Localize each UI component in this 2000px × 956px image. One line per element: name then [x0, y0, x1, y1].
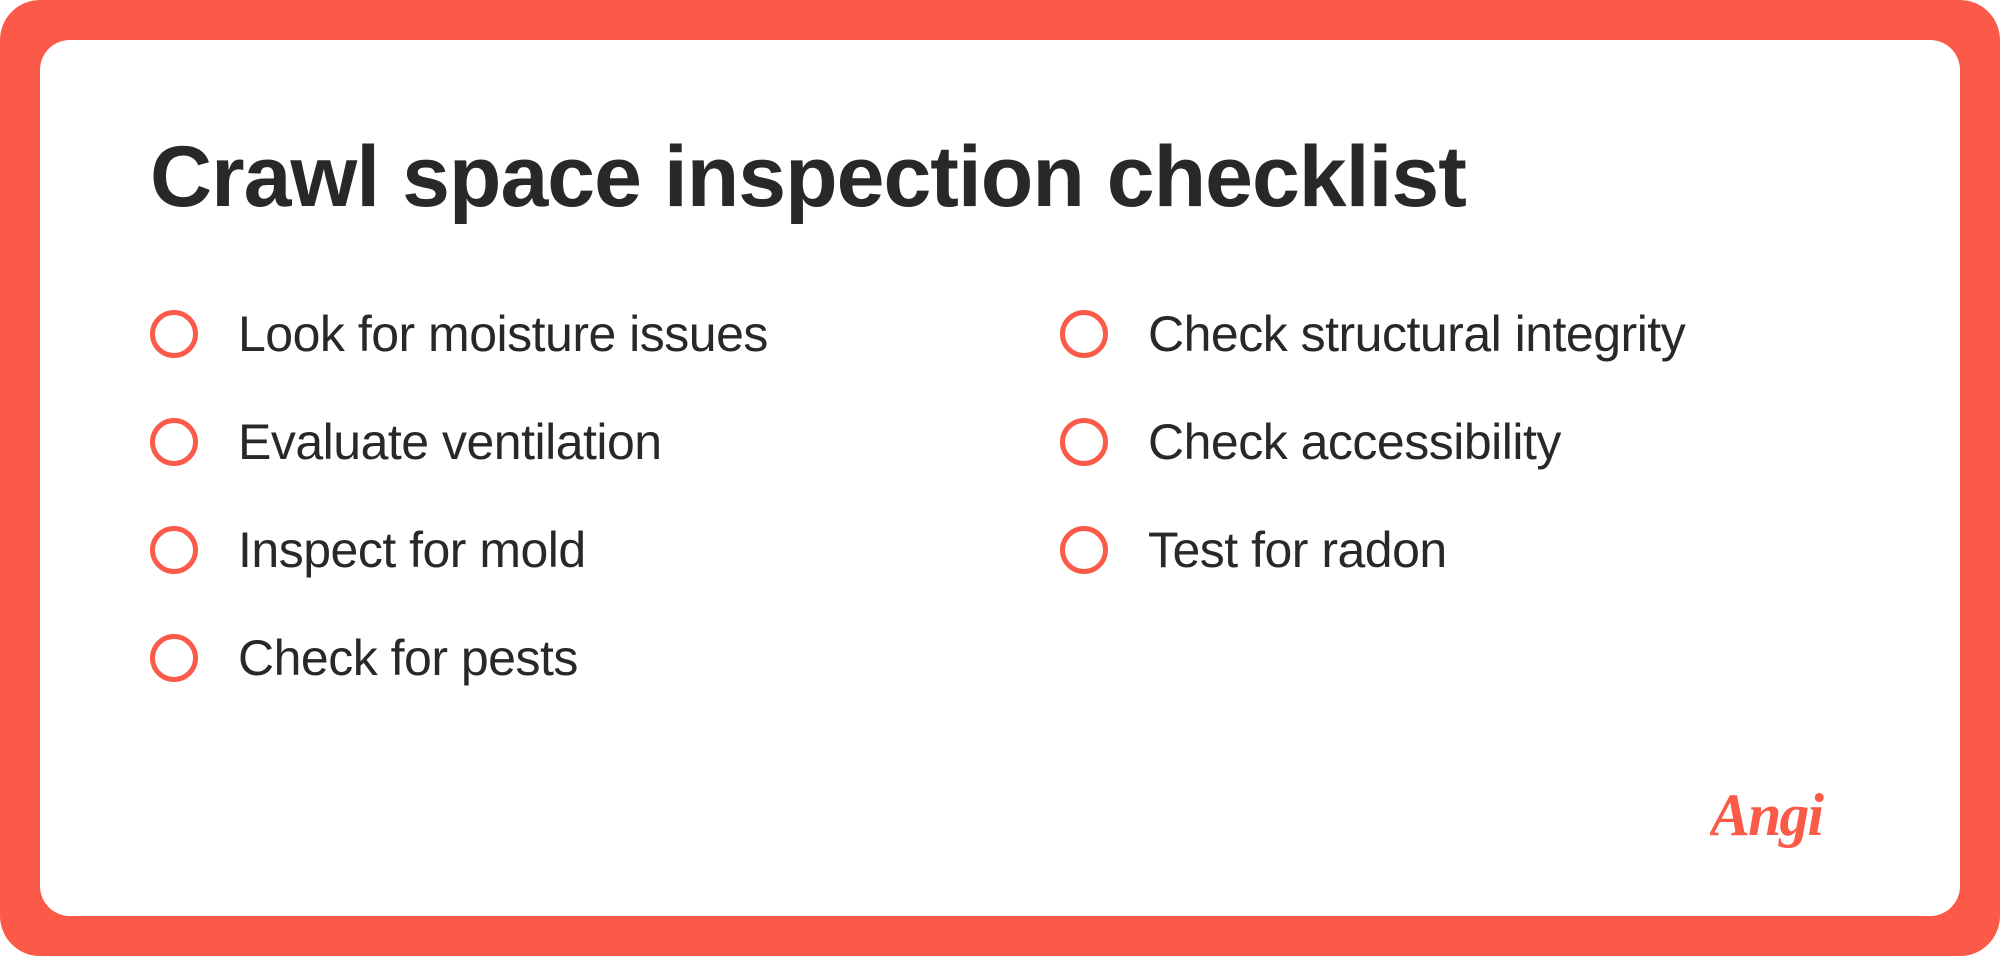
checklist-item: Check structural integrity: [1060, 305, 1850, 363]
checklist-item: Inspect for mold: [150, 521, 940, 579]
checklist-item-label: Evaluate ventilation: [238, 413, 662, 471]
checklist-item-label: Check structural integrity: [1148, 305, 1685, 363]
brand-logo: Angi: [1710, 780, 1870, 861]
checklist-item: Check accessibility: [1060, 413, 1850, 471]
checklist-item: Check for pests: [150, 629, 940, 687]
checklist-item-label: Look for moisture issues: [238, 305, 768, 363]
checklist-item-label: Test for radon: [1148, 521, 1447, 579]
checklist-column-left: Look for moisture issues Evaluate ventil…: [150, 305, 940, 737]
checklist-item-label: Inspect for mold: [238, 521, 586, 579]
infographic-card: Crawl space inspection checklist Look fo…: [40, 40, 1960, 916]
logo-text: Angi: [1710, 782, 1824, 848]
checklist-column-right: Check structural integrity Check accessi…: [1060, 305, 1850, 737]
checkbox-circle-icon: [150, 418, 198, 466]
checklist-item: Evaluate ventilation: [150, 413, 940, 471]
checkbox-circle-icon: [150, 526, 198, 574]
checkbox-circle-icon: [1060, 526, 1108, 574]
checklist-item-label: Check for pests: [238, 629, 578, 687]
checkbox-circle-icon: [150, 634, 198, 682]
infographic-frame: Crawl space inspection checklist Look fo…: [0, 0, 2000, 956]
checklist-columns: Look for moisture issues Evaluate ventil…: [150, 305, 1850, 737]
checklist-item: Test for radon: [1060, 521, 1850, 579]
angi-logo-icon: Angi: [1710, 780, 1870, 850]
checkbox-circle-icon: [1060, 418, 1108, 466]
page-title: Crawl space inspection checklist: [150, 130, 1850, 225]
checklist-item: Look for moisture issues: [150, 305, 940, 363]
checkbox-circle-icon: [150, 310, 198, 358]
checklist-item-label: Check accessibility: [1148, 413, 1561, 471]
checkbox-circle-icon: [1060, 310, 1108, 358]
